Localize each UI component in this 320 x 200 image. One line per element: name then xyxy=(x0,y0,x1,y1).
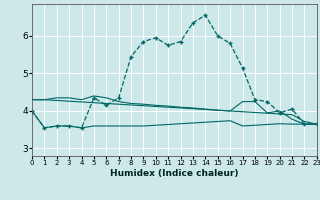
X-axis label: Humidex (Indice chaleur): Humidex (Indice chaleur) xyxy=(110,169,239,178)
